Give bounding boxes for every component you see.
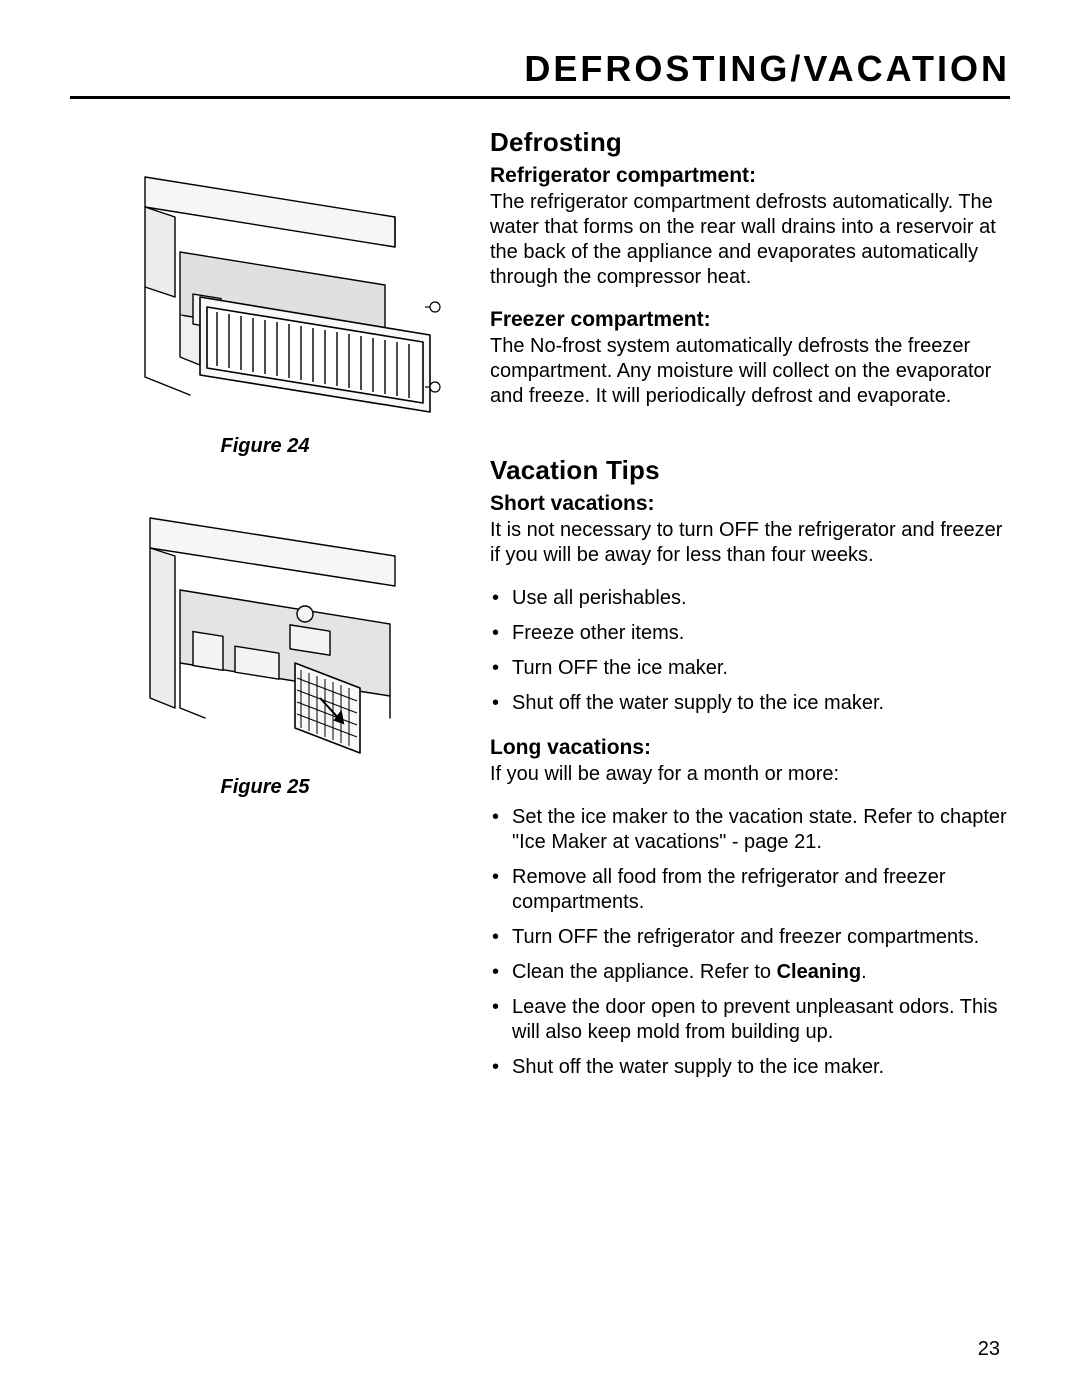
list-item: Shut off the water supply to the ice mak… bbox=[490, 691, 1010, 716]
defrosting-heading: Defrosting bbox=[490, 127, 1010, 158]
figure-25: Figure 25 bbox=[70, 498, 460, 799]
figure-24-caption: Figure 24 bbox=[70, 435, 460, 458]
short-vacations-subheading: Short vacations: bbox=[490, 492, 1010, 516]
short-vacations-list: Use all perishables. Freeze other items. T… bbox=[490, 586, 1010, 716]
content-area: Figure 24 bbox=[70, 127, 1010, 1100]
long-vacations-list: Set the ice maker to the vacation state.… bbox=[490, 805, 1010, 1080]
list-item: Leave the door open to prevent unpleasan… bbox=[490, 995, 1010, 1045]
figure-24: Figure 24 bbox=[70, 157, 460, 458]
list-item: Clean the appliance. Refer to Cleaning. bbox=[490, 960, 1010, 985]
list-item: Freeze other items. bbox=[490, 621, 1010, 646]
list-item: Remove all food from the refrigerator an… bbox=[490, 865, 1010, 915]
freezer-subheading: Freezer compartment: bbox=[490, 308, 1010, 332]
text-column: Defrosting Refrigerator compartment: The… bbox=[490, 127, 1010, 1100]
figure-25-illustration bbox=[95, 498, 435, 768]
long-vacations-intro: If you will be away for a month or more: bbox=[490, 762, 1010, 787]
figures-column: Figure 24 bbox=[70, 127, 460, 1100]
figure-25-caption: Figure 25 bbox=[70, 776, 460, 799]
page-number: 23 bbox=[978, 1338, 1000, 1361]
refrigerator-subheading: Refrigerator compartment: bbox=[490, 164, 1010, 188]
list-item: Set the ice maker to the vacation state.… bbox=[490, 805, 1010, 855]
list-item: Turn OFF the ice maker. bbox=[490, 656, 1010, 681]
refrigerator-text: The refrigerator compartment defrosts au… bbox=[490, 190, 1010, 290]
list-item: Use all perishables. bbox=[490, 586, 1010, 611]
figure-24-illustration bbox=[85, 157, 445, 427]
list-item: Turn OFF the refrigerator and freezer co… bbox=[490, 925, 1010, 950]
long-vacations-subheading: Long vacations: bbox=[490, 736, 1010, 760]
page-title: DEFROSTING/VACATION bbox=[70, 48, 1010, 99]
vacation-heading: Vacation Tips bbox=[490, 455, 1010, 486]
short-vacations-intro: It is not necessary to turn OFF the refr… bbox=[490, 518, 1010, 568]
list-item: Shut off the water supply to the ice mak… bbox=[490, 1055, 1010, 1080]
freezer-text: The No-frost system automatically defros… bbox=[490, 334, 1010, 409]
